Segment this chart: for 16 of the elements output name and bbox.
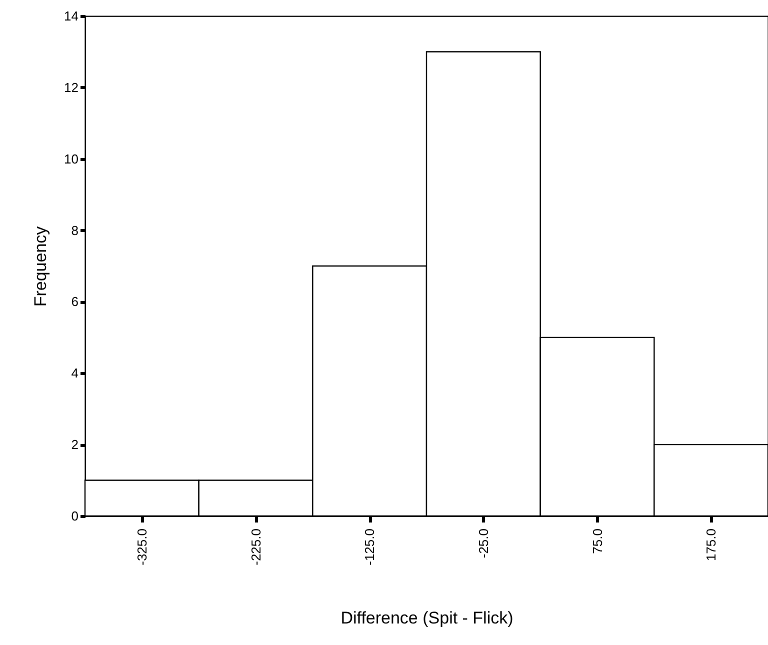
y-tick-label: 4 — [71, 366, 78, 381]
x-tick-label: 75.0 — [590, 528, 605, 554]
x-tick-label: 175.0 — [704, 528, 719, 562]
x-axis-title: Difference (Spit - Flick) — [340, 608, 514, 628]
y-tick-label: 8 — [71, 222, 78, 238]
y-tick-label: 2 — [71, 437, 78, 452]
y-tick-label: 14 — [64, 8, 78, 24]
y-tick-label: 12 — [64, 80, 78, 95]
y-tick-label: 6 — [71, 294, 78, 310]
y-tick-label: 10 — [64, 151, 78, 166]
x-tick-label: -125.0 — [362, 528, 378, 566]
x-tick-label: -325.0 — [134, 528, 150, 566]
y-tick-label: 0 — [71, 508, 78, 524]
x-tick-label: -25.0 — [476, 528, 491, 558]
y-axis-title: Frequency — [31, 226, 50, 307]
x-tick-label: -225.0 — [248, 528, 264, 566]
